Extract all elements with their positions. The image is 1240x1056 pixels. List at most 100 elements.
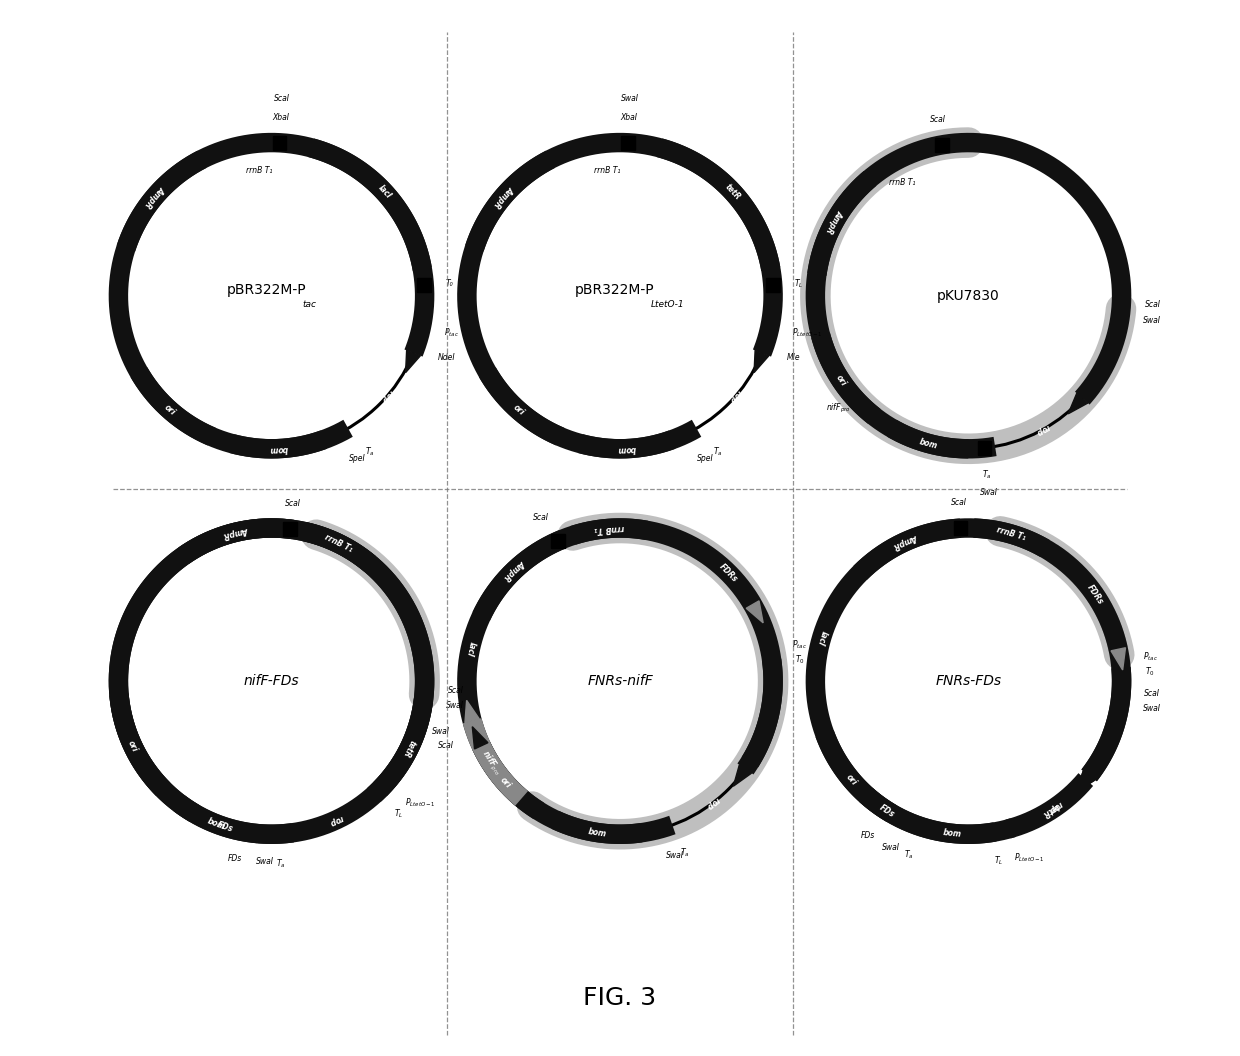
Text: T₀: T₀	[445, 279, 453, 288]
Polygon shape	[417, 694, 432, 716]
Text: SwaI: SwaI	[257, 857, 274, 866]
Polygon shape	[465, 700, 479, 722]
Polygon shape	[754, 351, 769, 373]
Polygon shape	[129, 354, 145, 376]
Text: P$_{LtetO-1}$: P$_{LtetO-1}$	[1014, 851, 1045, 864]
Text: ori: ori	[126, 738, 139, 753]
Text: ori: ori	[511, 403, 526, 417]
Polygon shape	[1042, 542, 1064, 559]
Polygon shape	[817, 714, 832, 736]
Polygon shape	[415, 268, 429, 290]
Bar	[621, 136, 635, 150]
Text: SwaI: SwaI	[882, 844, 899, 852]
Text: SwaI: SwaI	[432, 727, 450, 736]
Text: nifF-FDs: nifF-FDs	[244, 674, 299, 689]
Text: ori: ori	[833, 373, 848, 388]
Polygon shape	[212, 436, 234, 451]
Text: bom: bom	[618, 444, 636, 454]
Text: rop: rop	[1034, 422, 1052, 437]
Text: SwaI: SwaI	[666, 851, 683, 861]
Polygon shape	[874, 418, 895, 435]
Text: tetR: tetR	[1040, 802, 1061, 819]
Text: T$_0$: T$_0$	[795, 654, 805, 666]
Text: lacI: lacI	[464, 641, 476, 658]
Polygon shape	[291, 522, 314, 536]
Polygon shape	[560, 436, 583, 451]
Text: LtetO-1: LtetO-1	[651, 300, 684, 309]
Text: NdeI: NdeI	[438, 353, 456, 362]
Text: rrnB T₁: rrnB T₁	[889, 177, 915, 187]
Text: tetR: tetR	[723, 183, 743, 202]
Bar	[551, 534, 564, 548]
Polygon shape	[560, 531, 583, 546]
Polygon shape	[1076, 771, 1095, 792]
Text: ori: ori	[162, 403, 177, 417]
Text: ScaI: ScaI	[285, 499, 301, 508]
Bar	[418, 278, 432, 291]
Text: tac: tac	[303, 300, 316, 309]
Text: ScaI: ScaI	[533, 513, 549, 522]
Text: FNRs-FDs: FNRs-FDs	[935, 674, 1002, 689]
Text: FDs: FDs	[228, 853, 242, 863]
Text: ScaI: ScaI	[448, 685, 464, 695]
Polygon shape	[515, 794, 537, 813]
Text: T$_a$: T$_a$	[982, 469, 992, 482]
Text: bom: bom	[269, 444, 288, 454]
Text: ScaI: ScaI	[1145, 300, 1161, 309]
Polygon shape	[813, 315, 828, 337]
Text: rrnB T₁: rrnB T₁	[246, 166, 272, 175]
Text: rop: rop	[379, 388, 396, 404]
Polygon shape	[472, 727, 487, 749]
Text: FDRs: FDRs	[717, 562, 739, 584]
Text: T$_a$: T$_a$	[277, 857, 285, 870]
Text: FDs: FDs	[878, 803, 897, 819]
Text: ScaI: ScaI	[1145, 689, 1161, 698]
Text: P$_{tac}$: P$_{tac}$	[792, 638, 807, 650]
Text: MIe: MIe	[786, 353, 800, 362]
Polygon shape	[536, 811, 558, 827]
Text: bom: bom	[919, 437, 939, 450]
Text: rop: rop	[1047, 799, 1064, 815]
Polygon shape	[358, 790, 379, 809]
Polygon shape	[198, 150, 221, 166]
Text: FIG. 3: FIG. 3	[584, 986, 656, 1010]
Text: pKU7830: pKU7830	[937, 288, 999, 303]
Polygon shape	[237, 826, 259, 841]
Polygon shape	[892, 815, 914, 830]
Text: rrnB T₁: rrnB T₁	[994, 526, 1027, 543]
Text: P$_{LtetO-1}$: P$_{LtetO-1}$	[404, 797, 435, 809]
Text: SwaI: SwaI	[446, 701, 464, 711]
Text: bom: bom	[206, 816, 227, 832]
Polygon shape	[162, 791, 184, 809]
Text: tetR: tetR	[401, 738, 417, 758]
Text: rrnB T₁: rrnB T₁	[324, 533, 355, 554]
Polygon shape	[645, 523, 667, 538]
Bar	[935, 138, 949, 152]
Text: bom: bom	[942, 828, 962, 838]
Text: T$_a$: T$_a$	[904, 849, 914, 862]
Text: T$_a$: T$_a$	[713, 446, 723, 457]
Polygon shape	[764, 268, 777, 290]
Polygon shape	[547, 150, 569, 166]
Bar	[766, 278, 780, 291]
Text: FDRs: FDRs	[1085, 583, 1105, 606]
Polygon shape	[405, 351, 420, 373]
Polygon shape	[851, 780, 870, 800]
Bar	[954, 522, 967, 535]
Bar	[977, 441, 991, 455]
Text: pBR322M-P: pBR322M-P	[227, 283, 306, 298]
Text: XbaI: XbaI	[620, 113, 637, 121]
Polygon shape	[1112, 654, 1127, 676]
Text: T$_L$: T$_L$	[994, 854, 1004, 867]
Text: nifF$_{pro}$: nifF$_{pro}$	[477, 749, 503, 778]
Polygon shape	[739, 758, 756, 780]
Polygon shape	[112, 674, 126, 695]
Text: FNRs-nifF: FNRs-nifF	[587, 674, 653, 689]
Text: T$_a$: T$_a$	[365, 446, 374, 457]
Text: SpeI: SpeI	[348, 454, 366, 464]
Polygon shape	[866, 165, 887, 184]
Text: ScaI: ScaI	[951, 498, 967, 507]
Text: pBR322M-P: pBR322M-P	[575, 283, 655, 298]
Text: ori: ori	[498, 775, 512, 790]
Polygon shape	[1068, 393, 1087, 414]
